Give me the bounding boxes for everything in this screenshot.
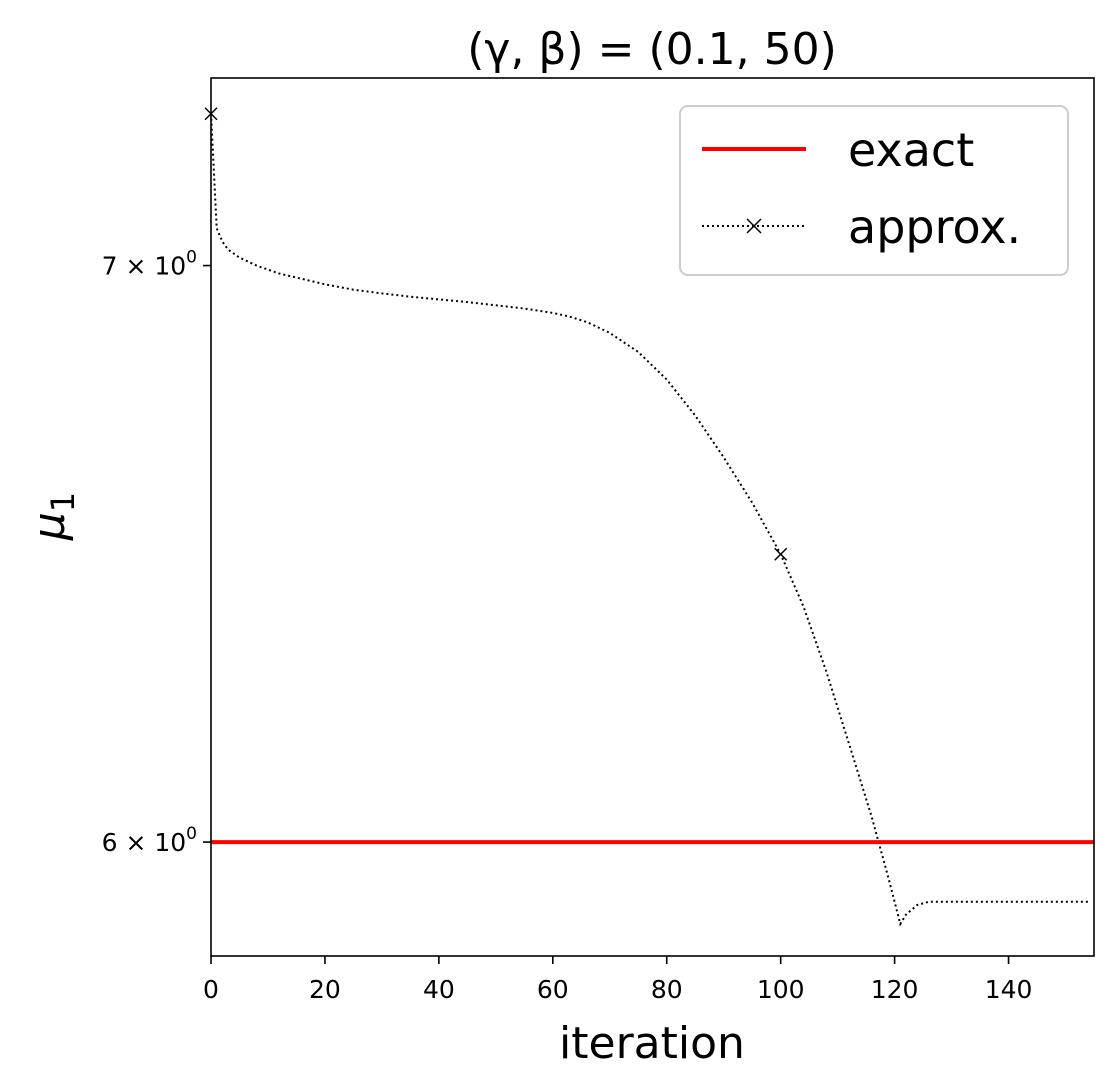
x-tick-label: 120 <box>871 975 919 1004</box>
x-tick-label: 60 <box>537 975 569 1004</box>
plot-frame <box>210 77 1095 957</box>
x-tick-label: 100 <box>757 975 805 1004</box>
legend: exact approx. <box>679 105 1069 276</box>
y-axis-label-symbol: μ <box>24 512 75 541</box>
legend-approx-marker <box>746 218 762 234</box>
x-axis: 0 20 40 60 80 100 120 140 <box>203 956 1032 1004</box>
series-approx-line <box>210 113 1089 927</box>
x-tick-label: 140 <box>985 975 1033 1004</box>
y-tick-label: 7 × 100 <box>102 248 197 281</box>
y-tick-label: 6 × 100 <box>102 824 197 857</box>
x-tick-label: 40 <box>423 975 455 1004</box>
svg-text:μ1: μ1 <box>24 492 82 541</box>
legend-exact-label: exact <box>848 123 974 177</box>
x-tick-label: 20 <box>309 975 341 1004</box>
y-axis: 7 × 100 6 × 100 <box>102 248 211 857</box>
x-axis-label: iteration <box>559 1018 745 1069</box>
y-axis-label: μ1 <box>24 492 82 541</box>
series-approx-marker <box>774 547 788 561</box>
legend-approx-label: approx. <box>848 200 1021 254</box>
x-tick-label: 80 <box>651 975 683 1004</box>
y-axis-label-subscript: 1 <box>44 492 82 512</box>
chart-title: (γ, β) = (0.1, 50) <box>467 24 837 75</box>
x-tick-label: 0 <box>203 975 219 1004</box>
